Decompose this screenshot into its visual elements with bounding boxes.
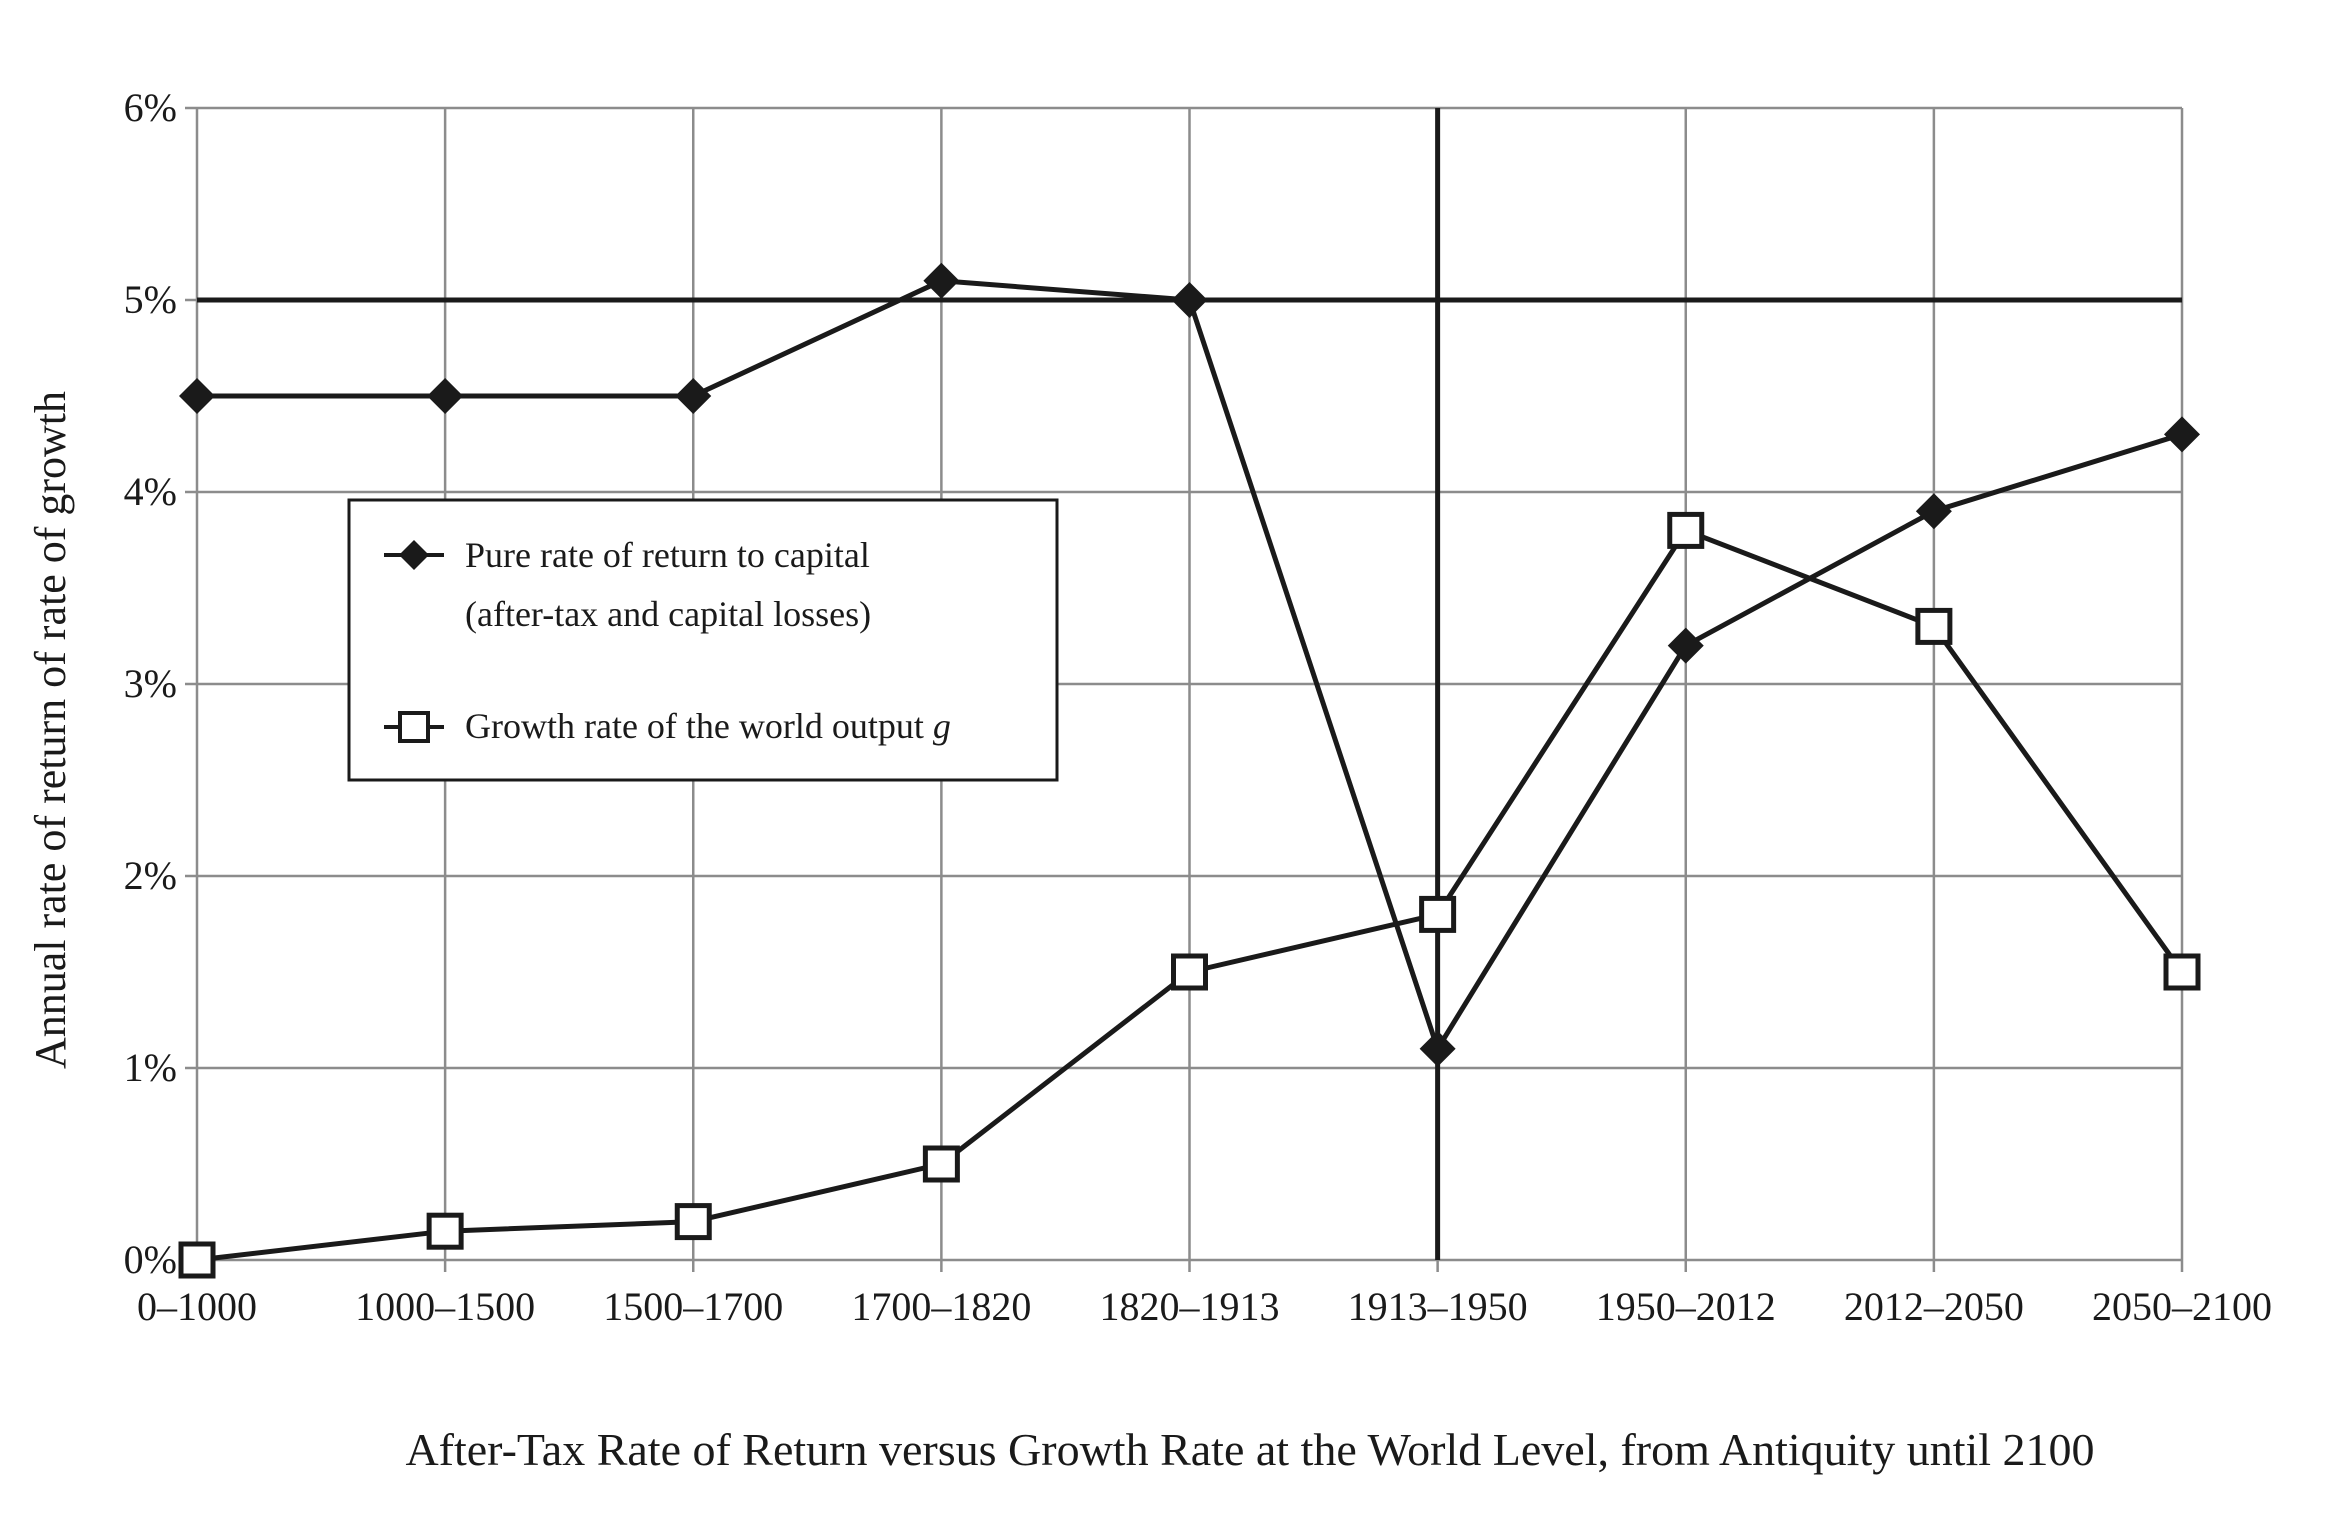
legend-label-return-line2: (after-tax and capital losses) <box>465 594 871 634</box>
x-tick-label: 2012–2050 <box>1844 1284 2024 1329</box>
growth-square-point <box>1667 511 1705 549</box>
y-tick-label: 4% <box>124 469 177 514</box>
x-tick-label: 0–1000 <box>137 1284 257 1329</box>
y-axis-ticks: 0% 1% 2% 3% 4% 5% 6% <box>124 85 177 1282</box>
growth-square-point <box>2163 953 2201 991</box>
growth-square-point <box>1915 607 1953 645</box>
return-diamond-point <box>427 378 464 414</box>
chart-caption: After-Tax Rate of Return versus Growth R… <box>405 1424 2094 1475</box>
return-diamond-point <box>1667 627 1704 664</box>
x-tick-label: 1913–1950 <box>1348 1284 1528 1329</box>
return-diamond-point <box>179 378 215 414</box>
x-tick-label: 1000–1500 <box>355 1284 535 1329</box>
growth-square-point <box>426 1212 464 1250</box>
legend-label-growth-italic: g <box>933 706 951 746</box>
legend-diamond-marker <box>399 540 429 570</box>
return-diamond-point <box>923 262 960 299</box>
return-diamond-point <box>1419 1030 1456 1067</box>
y-tick-label: 0% <box>124 1237 177 1282</box>
return-diamond-point <box>1171 282 1208 318</box>
y-tick-label: 2% <box>124 853 177 898</box>
x-axis-ticks: 0–1000 1000–1500 1500–1700 1700–1820 1820–19… <box>137 1284 2272 1329</box>
y-tick-label: 5% <box>124 277 177 322</box>
y-axis-title: Annual rate of return of rate of growth <box>26 391 75 1069</box>
x-tick-label: 2050–2100 <box>2092 1284 2272 1329</box>
y-tick-label: 6% <box>124 85 177 130</box>
legend-label-growth: Growth rate of the world output g <box>465 706 951 746</box>
growth-square-point <box>674 1203 712 1241</box>
return-diamond-point <box>2164 416 2200 453</box>
legend-box <box>347 498 1059 782</box>
y-tick-label: 3% <box>124 661 177 706</box>
x-tick-label: 1950–2012 <box>1596 1284 1776 1329</box>
x-tick-label: 1820–1913 <box>1100 1284 1280 1329</box>
x-tick-label: 1500–1700 <box>603 1284 783 1329</box>
growth-square-point <box>1419 895 1457 933</box>
legend: Pure rate of return to capital (after-ta… <box>347 498 1059 782</box>
x-tick-label: 1700–1820 <box>851 1284 1031 1329</box>
y-tick-label: 1% <box>124 1045 177 1090</box>
legend-label-growth-text: Growth rate of the world output <box>465 706 933 746</box>
growth-square-point <box>178 1241 216 1279</box>
growth-square-point <box>922 1145 960 1183</box>
series <box>178 262 2201 1279</box>
return-diamond-point <box>1915 493 1952 530</box>
legend-square-marker <box>398 711 430 743</box>
growth-square-point <box>1171 953 1208 991</box>
return-diamond-point <box>675 378 712 414</box>
legend-label-return-line1: Pure rate of return to capital <box>465 535 870 575</box>
